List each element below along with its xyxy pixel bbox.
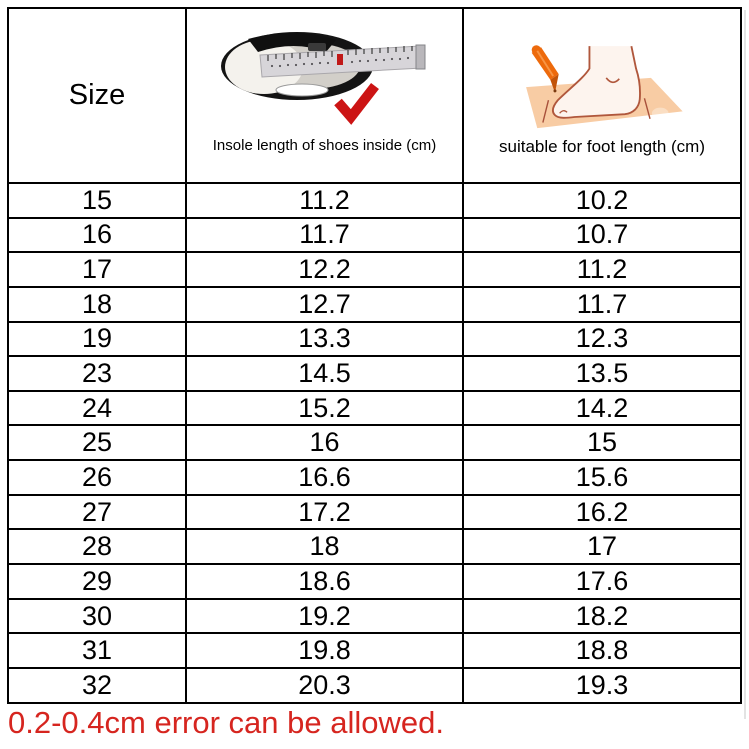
size-cell: 29 [7, 563, 187, 600]
insole-length-cell: 13.3 [185, 320, 464, 358]
foot-length-cell: 13.5 [462, 355, 742, 392]
insole-length-cell: 17.2 [185, 493, 464, 531]
insole-column-header: Insole length of shoes inside (cm) [185, 7, 464, 184]
foot-length-cell: 10.2 [462, 182, 742, 219]
insole-length-cell: 18.6 [185, 563, 464, 600]
foot-column-header: suitable for foot length (cm) [462, 7, 742, 184]
table-row: 29 18.6 17.6 [7, 563, 742, 600]
table-row: 17 12.2 11.2 [7, 251, 742, 288]
size-cell: 16 [7, 216, 187, 254]
foot-length-cell: 18.8 [462, 632, 742, 669]
size-cell: 30 [7, 597, 187, 635]
insole-length-cell: 19.8 [185, 632, 464, 669]
insole-length-cell: 11.7 [185, 216, 464, 254]
size-cell: 26 [7, 459, 187, 496]
shoe-insole-measure-icon [210, 14, 440, 138]
table-row: 23 14.5 13.5 [7, 355, 742, 392]
table-row: 28 18 17 [7, 528, 742, 566]
foot-length-cell: 17.6 [462, 563, 742, 600]
insole-length-cell: 12.7 [185, 285, 464, 323]
insole-length-cell: 12.2 [185, 251, 464, 288]
table-row: 24 15.2 14.2 [7, 389, 742, 427]
insole-length-cell: 19.2 [185, 597, 464, 635]
header-row: Size [7, 7, 742, 184]
pencil-icon [531, 45, 559, 93]
table-row: 18 12.7 11.7 [7, 285, 742, 323]
error-tolerance-note: 0.2-0.4cm error can be allowed. [8, 705, 444, 740]
insole-length-cell: 11.2 [185, 182, 464, 219]
foot-length-cell: 17 [462, 528, 742, 566]
foot-length-cell: 10.7 [462, 216, 742, 254]
foot-length-cell: 11.2 [462, 251, 742, 288]
insole-length-cell: 15.2 [185, 389, 464, 427]
insole-length-cell: 16.6 [185, 459, 464, 496]
size-cell: 17 [7, 251, 187, 288]
foot-length-cell: 15.6 [462, 459, 742, 496]
table-row: 31 19.8 18.8 [7, 632, 742, 669]
size-cell: 23 [7, 355, 187, 392]
red-checkmark-icon [333, 82, 379, 125]
insole-column-label: Insole length of shoes inside (cm) [212, 137, 437, 154]
table-row: 19 13.3 12.3 [7, 320, 742, 358]
size-cell: 28 [7, 528, 187, 566]
foot-length-cell: 14.2 [462, 389, 742, 427]
foot-length-cell: 16.2 [462, 493, 742, 531]
foot-length-cell: 19.3 [462, 666, 742, 704]
table-row: 26 16.6 15.6 [7, 459, 742, 496]
size-cell: 19 [7, 320, 187, 358]
insole-length-cell: 14.5 [185, 355, 464, 392]
table-row: 15 11.2 10.2 [7, 182, 742, 219]
foot-length-cell: 18.2 [462, 597, 742, 635]
table-body: 15 11.2 10.2 16 11.7 10.7 17 12.2 11.2 1… [7, 182, 742, 704]
foot-column-label: suitable for foot length (cm) [499, 137, 705, 156]
foot-length-cell: 12.3 [462, 320, 742, 358]
size-cell: 18 [7, 285, 187, 323]
size-column-header: Size [7, 7, 187, 184]
size-column-label: Size [68, 79, 126, 111]
size-chart-table: Size [7, 7, 742, 704]
size-cell: 27 [7, 493, 187, 531]
table-row: 27 17.2 16.2 [7, 493, 742, 531]
insole-length-cell: 20.3 [185, 666, 464, 704]
table-row: 16 11.7 10.7 [7, 216, 742, 254]
size-cell: 24 [7, 389, 187, 427]
table-row: 30 19.2 18.2 [7, 597, 742, 635]
table-row: 32 20.3 19.3 [7, 666, 742, 704]
table-row: 25 16 15 [7, 424, 742, 462]
scan-edge-artifact [744, 10, 746, 719]
foot-length-cell: 15 [462, 424, 742, 462]
foot-tracing-icon [500, 14, 705, 138]
size-cell: 25 [7, 424, 187, 462]
insole-length-cell: 18 [185, 528, 464, 566]
insole-length-cell: 16 [185, 424, 464, 462]
size-cell: 32 [7, 666, 187, 704]
foot-length-cell: 11.7 [462, 285, 742, 323]
size-cell: 31 [7, 632, 187, 669]
size-cell: 15 [7, 182, 187, 219]
